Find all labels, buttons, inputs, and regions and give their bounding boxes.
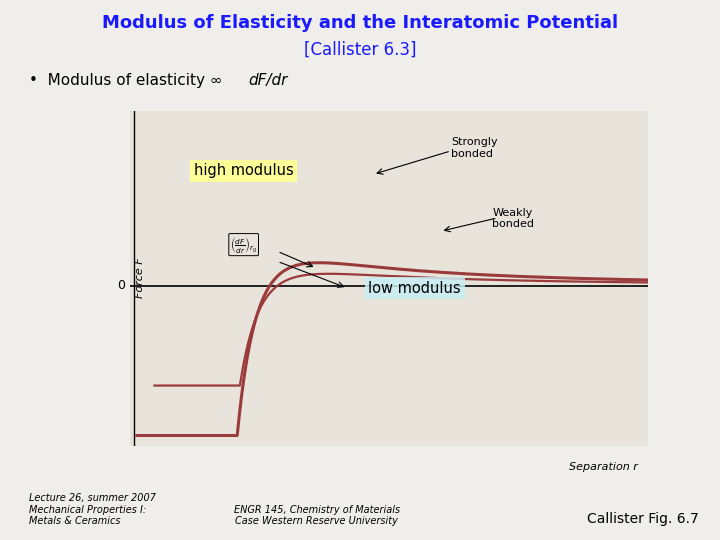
Text: dF/dr: dF/dr: [248, 73, 288, 88]
Text: Lecture 26, summer 2007
Mechanical Properties I:
Metals & Ceramics: Lecture 26, summer 2007 Mechanical Prope…: [29, 494, 156, 526]
Text: •  Modulus of elasticity ∞: • Modulus of elasticity ∞: [29, 73, 228, 88]
Text: high modulus: high modulus: [194, 164, 294, 178]
Text: Weakly
bonded: Weakly bonded: [492, 208, 534, 230]
Text: [Callister 6.3]: [Callister 6.3]: [304, 40, 416, 58]
Text: low modulus: low modulus: [369, 281, 461, 295]
Text: ENGR 145, Chemistry of Materials
Case Western Reserve University: ENGR 145, Chemistry of Materials Case We…: [234, 505, 400, 526]
Text: Force F: Force F: [135, 258, 145, 299]
Text: Separation r: Separation r: [569, 462, 638, 472]
Text: Strongly
bonded: Strongly bonded: [451, 138, 498, 159]
Text: Modulus of Elasticity and the Interatomic Potential: Modulus of Elasticity and the Interatomi…: [102, 14, 618, 31]
Text: 0: 0: [117, 279, 125, 292]
Text: Callister Fig. 6.7: Callister Fig. 6.7: [587, 512, 698, 526]
Text: $\left(\frac{dF}{dr}\right)_{r_0}$: $\left(\frac{dF}{dr}\right)_{r_0}$: [230, 234, 258, 255]
